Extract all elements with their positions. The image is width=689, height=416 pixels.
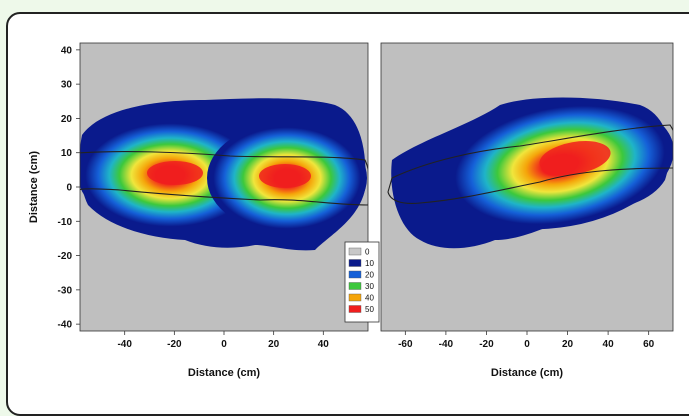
x-tick-label: 20	[562, 339, 574, 350]
legend-label: 10	[365, 259, 374, 268]
legend-swatch	[348, 293, 362, 302]
left-panel: -40 -20 0 20 40 40 30 20 10 0 -10 -20 -30 -40 Distanc…	[28, 42, 369, 379]
x-tick-label: -40	[117, 339, 132, 350]
right-x-axis-title: Distance (cm)	[491, 367, 563, 379]
y-tick-label: 30	[61, 80, 73, 91]
y-tick-label: -10	[58, 217, 73, 228]
left-heatmap	[80, 98, 368, 251]
x-tick-label: 0	[221, 339, 227, 350]
legend-label: 50	[365, 305, 374, 314]
legend-swatch	[348, 247, 362, 256]
y-tick-label: -30	[58, 285, 73, 296]
x-tick-label: 60	[643, 339, 655, 350]
y-tick-label: -40	[58, 320, 73, 331]
legend-label: 40	[365, 294, 374, 303]
y-tick-label: -20	[58, 251, 73, 262]
legend-swatch	[348, 282, 362, 290]
x-tick-label: -60	[398, 339, 413, 350]
legend-swatch	[348, 259, 362, 267]
y-tick-label: 20	[61, 114, 73, 125]
y-tick-label: 0	[66, 183, 72, 194]
x-tick-label: -20	[167, 339, 182, 350]
legend-label: 20	[365, 271, 374, 280]
left-y-axis-title: Distance (cm)	[28, 151, 40, 223]
y-tick-label: 10	[61, 148, 73, 159]
right-body-outline	[387, 124, 673, 204]
left-hotspot-core	[147, 161, 203, 185]
right-hotspot-core	[539, 141, 611, 175]
x-tick-label: -40	[439, 339, 454, 350]
legend-swatch	[348, 305, 362, 313]
y-tick-label: 40	[61, 45, 73, 56]
right-ticks: -60 -40 -20 0 20 40 60	[398, 331, 655, 350]
color-legend: 0 10 20 30 40 50	[344, 241, 380, 323]
left-hotspot-core-2	[259, 164, 311, 188]
left-body-outline	[80, 151, 368, 206]
left-x-axis-title: Distance (cm)	[188, 367, 260, 379]
x-tick-label: -20	[479, 339, 494, 350]
heatmap-figure: -40 -20 0 20 40 40 30 20 10 0 -10 -20 -30 -40 Distanc…	[28, 42, 674, 379]
x-tick-label: 40	[603, 339, 615, 350]
right-panel: -60 -40 -20 0 20 40 60 Distance (cm)	[380, 42, 674, 379]
x-tick-label: 0	[524, 339, 530, 350]
x-tick-label: 20	[268, 339, 280, 350]
x-tick-label: 40	[318, 339, 330, 350]
right-heatmap	[387, 97, 673, 249]
left-ticks: -40 -20 0 20 40 40 30 20 10 0 -10 -20 -30 -40	[58, 45, 330, 350]
legend-swatch	[348, 270, 362, 279]
legend-label: 0	[365, 248, 370, 257]
legend-label: 30	[365, 282, 374, 291]
